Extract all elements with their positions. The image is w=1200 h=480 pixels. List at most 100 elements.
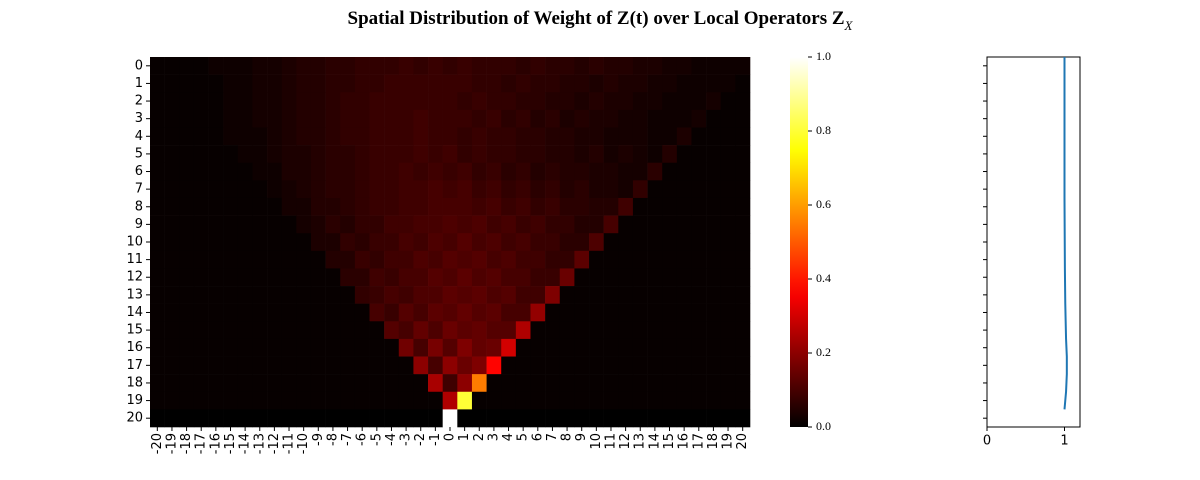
heat-cell [589, 268, 604, 287]
y-tick-label: 7 [135, 182, 143, 197]
heat-cell [267, 127, 283, 146]
heat-cell [252, 303, 268, 322]
heat-cell [442, 74, 458, 93]
heat-cell [369, 303, 385, 322]
heat-cell [413, 74, 429, 93]
x-tick-label: -9 [311, 433, 326, 446]
colorbar [790, 57, 808, 427]
heat-cell [252, 57, 268, 75]
heat-cell [164, 356, 180, 375]
heat-cell [442, 268, 458, 287]
heat-cell [208, 321, 224, 340]
heat-cell [413, 338, 429, 357]
heat-cell [325, 215, 341, 234]
heat-cell [501, 374, 517, 393]
heat-cell [237, 109, 253, 128]
heat-cell [632, 409, 648, 428]
heat-cell [471, 145, 487, 164]
heat-cell [150, 180, 165, 199]
heat-cell [545, 145, 561, 164]
heat-cell [442, 374, 458, 393]
heat-cell [662, 374, 678, 393]
heat-cell [720, 162, 736, 181]
heat-cell [691, 321, 707, 340]
heat-cell [545, 321, 561, 340]
heat-cell [223, 180, 239, 199]
x-tick-label: 16 [677, 433, 692, 450]
heat-cell [559, 109, 575, 128]
heat-cell [662, 338, 678, 357]
heat-cell [340, 92, 356, 111]
heat-cell [193, 215, 209, 234]
heat-cell [208, 109, 224, 128]
heat-cell [706, 162, 722, 181]
heat-cell [428, 286, 443, 304]
heat-cell [369, 127, 385, 146]
y-tick-label: 13 [126, 287, 143, 302]
y-tick-label: 3 [135, 111, 143, 126]
heat-cell [559, 92, 575, 111]
heat-cell [720, 233, 736, 252]
heat-cell [384, 338, 400, 357]
heat-cell [486, 57, 502, 75]
heat-cell [735, 233, 751, 252]
heat-cell [559, 356, 575, 375]
heat-cell [471, 391, 487, 410]
heat-cell [296, 374, 312, 393]
heat-cell [340, 215, 356, 234]
heat-cell [676, 233, 692, 252]
heat-cell [428, 374, 443, 393]
heat-cell [647, 74, 663, 93]
heat-cell [398, 356, 414, 375]
heat-cell [413, 197, 429, 216]
y-tick-label: 2 [135, 94, 143, 109]
y-tick-label: 0 [135, 58, 143, 73]
heat-cell [179, 374, 195, 393]
heat-cell [735, 180, 751, 199]
heat-cell [735, 145, 751, 164]
heat-cell [457, 162, 473, 181]
heat-cell [662, 286, 678, 304]
y-tick-label: 4 [135, 129, 143, 144]
heat-cell [150, 215, 165, 234]
heat-cell [720, 338, 736, 357]
heat-cell [384, 74, 400, 93]
x-tick-label: 7 [545, 433, 560, 441]
heat-cell [164, 57, 180, 75]
heat-cell [150, 338, 165, 357]
heat-cell [647, 321, 663, 340]
heat-cell [193, 180, 209, 199]
heat-cell [618, 409, 634, 428]
heat-cell [193, 374, 209, 393]
heat-cell [632, 338, 648, 357]
heat-cell [676, 162, 692, 181]
heat-cell [296, 250, 312, 269]
heat-cell [603, 338, 619, 357]
heat-cell [442, 127, 458, 146]
heat-cell [223, 162, 239, 181]
heat-cell [720, 127, 736, 146]
heat-cell [223, 286, 239, 304]
heat-cell [676, 180, 692, 199]
heat-cell [237, 92, 253, 111]
heat-cell [559, 391, 575, 410]
heat-cell [193, 109, 209, 128]
heat-cell [193, 127, 209, 146]
heat-cell [179, 215, 195, 234]
heat-cell [208, 197, 224, 216]
heat-cell [398, 391, 414, 410]
x-tick-label: -18 [179, 433, 194, 454]
heat-cell [735, 338, 751, 357]
heat-cell [281, 391, 297, 410]
heat-cell [618, 356, 634, 375]
heat-cell [647, 127, 663, 146]
heat-cell [632, 356, 648, 375]
heat-cell [384, 356, 400, 375]
heat-cell [574, 162, 590, 181]
heat-cell [720, 286, 736, 304]
heat-cell [193, 74, 209, 93]
title-main: Spatial Distribution of Weight of Z(t) o… [348, 8, 845, 29]
heat-cell [384, 127, 400, 146]
heat-cell [501, 391, 517, 410]
heat-cell [457, 92, 473, 111]
